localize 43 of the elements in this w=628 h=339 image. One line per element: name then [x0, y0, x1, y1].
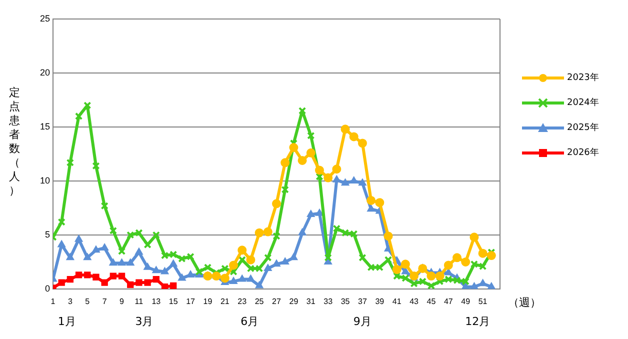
x-tick-label: 3	[68, 297, 73, 306]
y-tick-label: 5	[44, 229, 50, 240]
x-tick-label: 17	[186, 297, 196, 306]
x-tick-label: 7	[102, 297, 108, 306]
x-tick-label: 35	[340, 297, 350, 306]
x-tick-label: 5	[85, 297, 90, 306]
y-tick-label: 15	[40, 121, 50, 132]
x-tick-label: 51	[478, 297, 488, 306]
x-tick-label: 23	[238, 297, 248, 306]
text: 1月	[58, 314, 76, 328]
x-tick-label: 13	[152, 297, 162, 306]
y-tick-label: 0	[44, 283, 50, 294]
x-tick-label: 33	[324, 297, 334, 306]
y-tick-label: 10	[40, 175, 50, 186]
y-tick-label: 25	[40, 13, 50, 24]
text: 9月	[353, 314, 372, 328]
x-tick-label: 47	[444, 297, 454, 306]
x-tick-label: 9	[120, 297, 125, 306]
x-tick-label: 25	[254, 297, 264, 306]
x-tick-label: 45	[426, 297, 436, 306]
x-axis-title: （週）	[508, 295, 541, 310]
legend-label: 2025年	[567, 122, 599, 134]
x-tick-label: 27	[272, 297, 282, 306]
x-tick-label: 21	[220, 297, 230, 306]
text: 12月	[465, 314, 490, 328]
x-tick-label: 37	[358, 297, 368, 306]
x-tick-label: 19	[203, 297, 213, 306]
x-tick-label: 39	[375, 297, 385, 306]
y-tick-label: 20	[40, 67, 50, 78]
y-axis-title: 定点患者数（人）	[8, 86, 21, 198]
x-tick-label: 11	[134, 297, 144, 306]
text: 6月	[240, 314, 259, 328]
x-tick-label: 41	[392, 297, 402, 306]
x-tick-label: 49	[461, 297, 471, 306]
legend-label: 2026年	[567, 146, 599, 159]
x-tick-label: 43	[410, 297, 420, 306]
x-tick-label: 31	[306, 297, 316, 306]
text: 3月	[135, 314, 154, 328]
x-tick-label: 15	[168, 297, 178, 306]
x-tick-label: 1	[50, 297, 56, 306]
x-tick-label: 29	[289, 297, 299, 306]
legend-label: 2024年	[567, 96, 599, 109]
legend-label: 2023年	[567, 72, 599, 84]
